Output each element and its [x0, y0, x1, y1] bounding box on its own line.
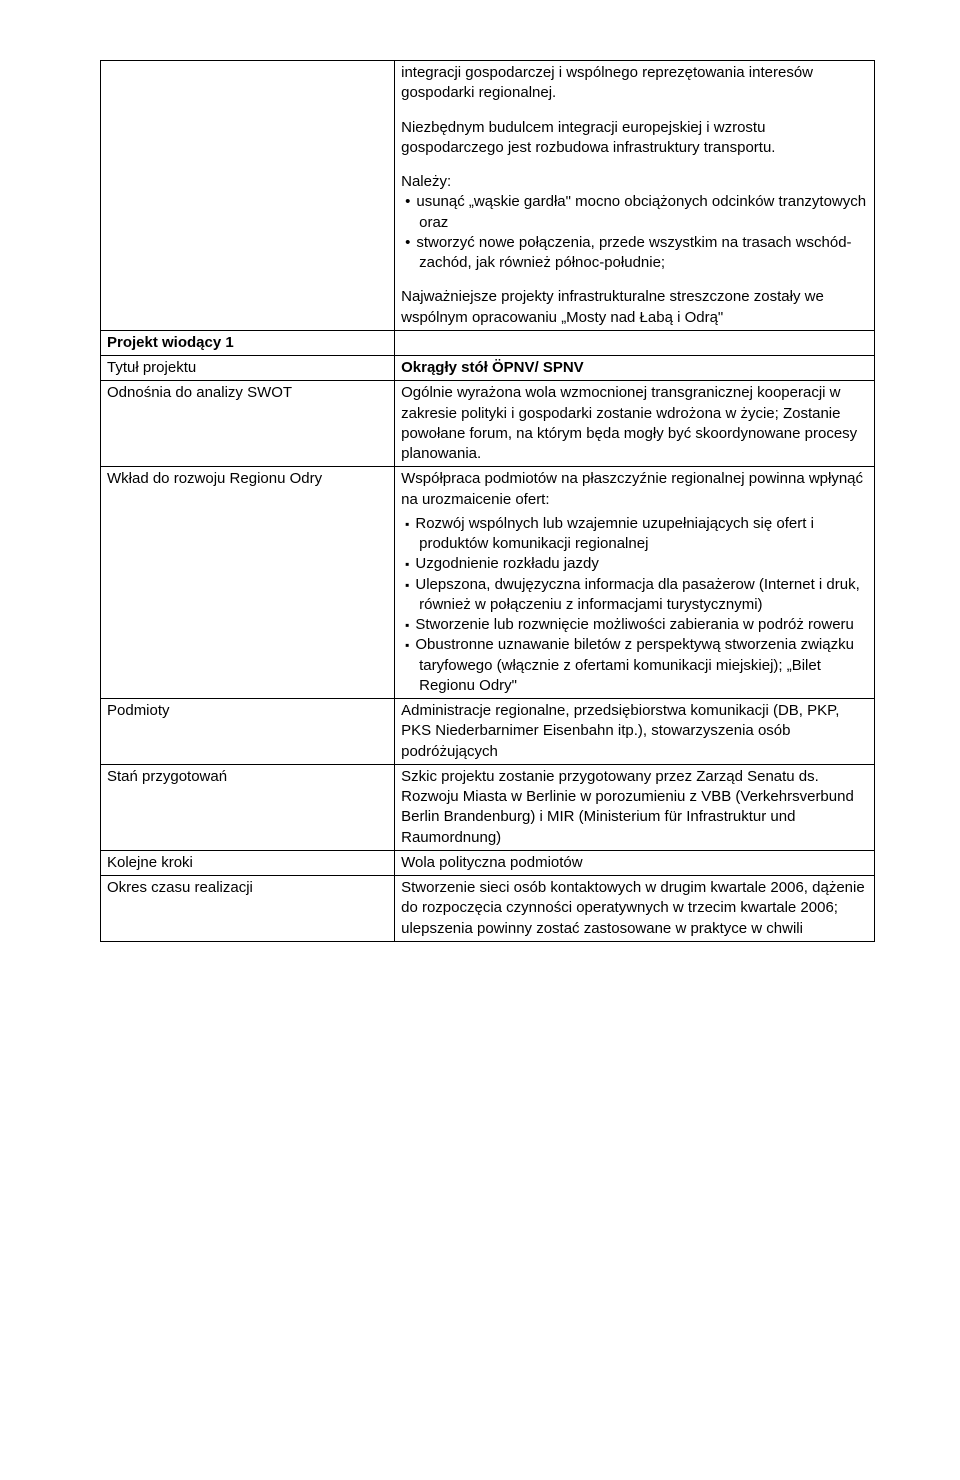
page: integracji gospodarczej i wspólnego repr… — [0, 0, 960, 982]
wklad-bullet-item: Uzgodnienie rozkładu jazdy — [419, 554, 868, 574]
swot-right: Ogólnie wyrażona wola wzmocnionej transg… — [395, 381, 875, 467]
title-right: Okrągły stół ÖPNV/ SPNV — [395, 356, 875, 381]
kroki-left: Kolejne kroki — [101, 850, 395, 875]
wklad-right: Współpraca podmiotów na płaszczyźnie reg… — [395, 467, 875, 699]
project-header-right — [395, 330, 875, 355]
wklad-bullet-item: Obustronne uznawanie biletów z perspekty… — [419, 635, 868, 696]
main-table: integracji gospodarczej i wspólnego repr… — [100, 60, 875, 942]
kroki-right: Wola polityczna podmiotów — [395, 850, 875, 875]
stan-row: Stań przygotowań Szkic projektu zostanie… — [101, 764, 875, 850]
okres-row: Okres czasu realizacji Stworzenie sieci … — [101, 876, 875, 942]
wklad-bullet-item: Rozwój wspólnych lub wzajemnie uzupełnia… — [419, 514, 868, 555]
title-row: Tytuł projektu Okrągły stół ÖPNV/ SPNV — [101, 356, 875, 381]
top-para-1: integracji gospodarczej i wspólnego repr… — [401, 63, 868, 104]
top-right-cell: integracji gospodarczej i wspólnego repr… — [395, 61, 875, 331]
top-para-3: Należy: usunąć „wąskie gardła" mocno obc… — [401, 172, 868, 273]
top-bullet-item: usunąć „wąskie gardła" mocno obciążonych… — [419, 192, 868, 233]
stan-left: Stań przygotowań — [101, 764, 395, 850]
top-left-cell — [101, 61, 395, 331]
wklad-row: Wkład do rozwoju Regionu Odry Współpraca… — [101, 467, 875, 699]
okres-left: Okres czasu realizacji — [101, 876, 395, 942]
swot-row: Odnośnia do analizy SWOT Ogólnie wyrażon… — [101, 381, 875, 467]
top-bullets: usunąć „wąskie gardła" mocno obciążonych… — [401, 192, 868, 273]
okres-right: Stworzenie sieci osób kontaktowych w dru… — [395, 876, 875, 942]
stan-right: Szkic projektu zostanie przygotowany prz… — [395, 764, 875, 850]
title-left: Tytuł projektu — [101, 356, 395, 381]
top-para-4: Najważniejsze projekty infrastrukturalne… — [401, 287, 868, 328]
project-header-left: Projekt wiodący 1 — [101, 330, 395, 355]
wklad-bullet-item: Stworzenie lub rozwnięcie możliwości zab… — [419, 615, 868, 635]
swot-left: Odnośnia do analizy SWOT — [101, 381, 395, 467]
top-para-2: Niezbędnym budulcem integracji europejsk… — [401, 118, 868, 159]
podmioty-left: Podmioty — [101, 699, 395, 765]
project-header-row: Projekt wiodący 1 — [101, 330, 875, 355]
wklad-left: Wkład do rozwoju Regionu Odry — [101, 467, 395, 699]
top-para-3-lead: Należy: — [401, 172, 868, 192]
kroki-row: Kolejne kroki Wola polityczna podmiotów — [101, 850, 875, 875]
top-row: integracji gospodarczej i wspólnego repr… — [101, 61, 875, 331]
top-bullet-item: stworzyć nowe połączenia, przede wszystk… — [419, 233, 868, 274]
wklad-bullet-item: Ulepszona, dwujęzyczna informacja dla pa… — [419, 575, 868, 616]
podmioty-right: Administracje regionalne, przedsiębiorst… — [395, 699, 875, 765]
podmioty-row: Podmioty Administracje regionalne, przed… — [101, 699, 875, 765]
wklad-bullets: Rozwój wspólnych lub wzajemnie uzupełnia… — [401, 514, 868, 696]
wklad-lead: Współpraca podmiotów na płaszczyźnie reg… — [401, 469, 868, 510]
